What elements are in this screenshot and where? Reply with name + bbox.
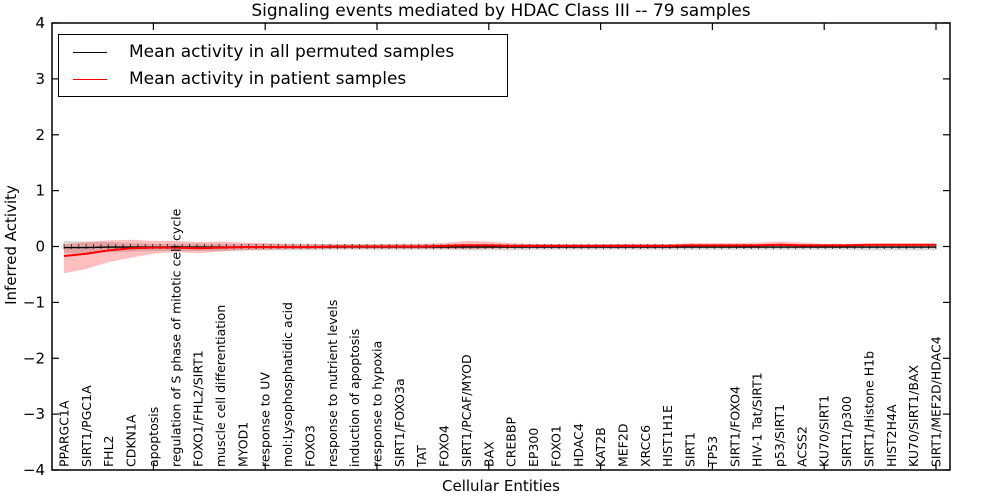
x-category-label: muscle cell differentiation [213, 305, 228, 467]
x-category-label: SIRT1/FOXO4 [727, 386, 742, 467]
x-category-label: HIST1H1E [660, 405, 675, 467]
chart-title: Signaling events mediated by HDAC Class … [251, 1, 751, 21]
y-tick-label: 3 [35, 70, 45, 88]
y-tick-label: 1 [35, 182, 45, 200]
x-category-label: EP300 [526, 428, 541, 467]
x-axis-title: Cellular Entities [442, 477, 560, 495]
x-category-label: TP53 [705, 436, 720, 468]
x-category-label: mol:Lysophosphatidic acid [280, 302, 295, 467]
permuted-line-swatch [73, 51, 107, 53]
x-category-label: FOXO4 [437, 425, 452, 467]
legend-item-permuted: Mean activity in all permuted samples [73, 42, 507, 62]
x-category-label: PPARGC1A [57, 400, 72, 467]
x-category-label: response to UV [258, 372, 273, 467]
y-tick-label: 0 [35, 238, 45, 256]
patient-mean-line [63, 243, 936, 257]
x-category-label: response to hypoxia [370, 341, 385, 467]
x-category-label: induction of apoptosis [347, 329, 362, 467]
x-category-label: p53/SIRT1 [772, 404, 787, 467]
x-category-label: KU70/SIRT1 [817, 395, 832, 467]
x-category-label: TAT [414, 445, 429, 468]
x-category-label: HIV-1 Tat/SIRT1 [750, 372, 765, 467]
legend-label-patient: Mean activity in patient samples [129, 69, 407, 89]
x-category-label: KU70/SIRT1/BAX [906, 365, 921, 467]
y-tick-label: −2 [23, 349, 45, 367]
x-category-label: SIRT1/PCAF/MYOD [459, 354, 474, 467]
patient-range-band [64, 239, 936, 274]
y-tick-label: −3 [23, 405, 45, 423]
x-category-label: SIRT1/FOXO3a [392, 378, 407, 467]
y-tick-label: 4 [35, 14, 45, 32]
x-category-label: response to nutrient levels [325, 300, 340, 467]
patient-line-swatch [73, 78, 107, 80]
x-category-label: BAX [481, 441, 496, 467]
x-category-label: SIRT1/MEF2D/HDAC4 [929, 336, 944, 467]
y-tick-label: −1 [23, 293, 45, 311]
legend-label-permuted: Mean activity in all permuted samples [129, 42, 455, 62]
x-category-label: HIST2H4A [884, 404, 899, 467]
x-category-label: CDKN1A [124, 414, 139, 467]
x-category-label: KAT2B [593, 427, 608, 467]
x-category-label: SIRT1 [683, 432, 698, 467]
y-tick-label: 2 [35, 126, 45, 144]
x-category-label: FHL2 [101, 435, 116, 467]
x-category-label: SIRT1/PGC1A [79, 385, 94, 467]
y-axis-title: Inferred Activity [2, 185, 20, 305]
x-category-label: HDAC4 [571, 423, 586, 467]
x-category-label: SIRT1/p300 [839, 396, 854, 467]
x-category-label: CREBBP [504, 417, 519, 467]
x-category-label: MYOD1 [235, 422, 250, 467]
x-category-label: FOXO1/FHL2/SIRT1 [191, 350, 206, 467]
x-category-label: regulation of S phase of mitotic cell cy… [168, 208, 183, 467]
x-category-label: apoptosis [146, 407, 161, 467]
legend: Mean activity in all permuted samples Me… [58, 34, 508, 97]
legend-item-patient: Mean activity in patient samples [73, 69, 507, 89]
y-tick-label: −4 [23, 461, 45, 479]
x-category-label: FOXO3 [302, 425, 317, 467]
x-category-label: SIRT1/Histone H1b [861, 351, 876, 467]
x-category-label: XRCC6 [638, 425, 653, 467]
x-category-label: ACSS2 [794, 426, 809, 467]
x-category-label: MEF2D [615, 424, 630, 467]
x-category-label: FOXO1 [548, 425, 563, 467]
